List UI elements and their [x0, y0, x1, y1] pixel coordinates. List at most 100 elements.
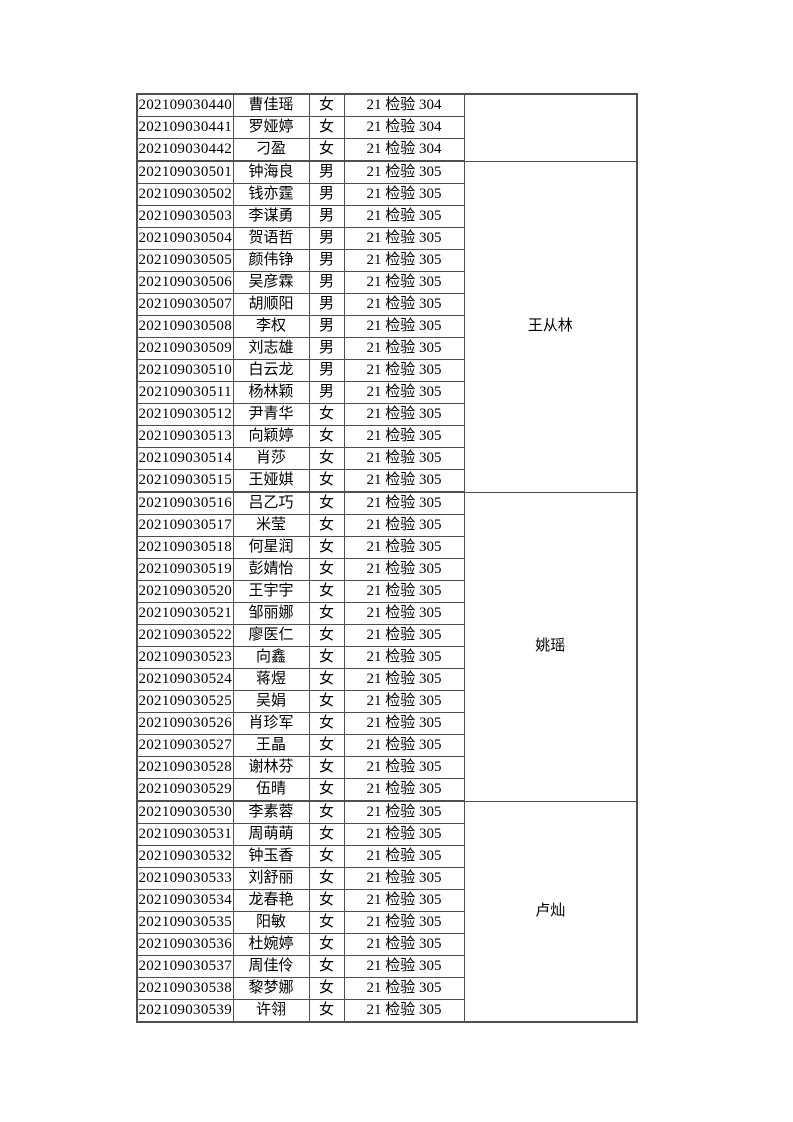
cell-gender: 男	[308, 183, 345, 206]
cell-class: 21 检验 305	[343, 205, 465, 228]
table-row: 202109030536 杜婉婷女 21 检验 305	[136, 933, 637, 956]
cell-class: 21 检验 305	[343, 381, 465, 404]
cell-name: 王娅娸	[232, 469, 310, 493]
cell-class: 21 检验 305	[343, 249, 465, 272]
table-row: 202109030511 杨林颖男 21 检验 305	[136, 381, 637, 404]
student-roster-table: 202109030440 曹佳瑶女 21 检验 304 202109030441 罗娅婷…	[136, 93, 638, 1023]
cell-gender: 男	[308, 205, 345, 228]
cell-gender: 男	[308, 293, 345, 316]
table-row: 202109030507 胡顺阳男 21 检验 305	[136, 293, 637, 316]
cell-id: 202109030537	[136, 955, 234, 978]
cell-gender: 女	[308, 867, 345, 890]
cell-class: 21 检验 304	[343, 138, 465, 162]
cell-gender: 女	[308, 690, 345, 713]
cell-name: 刘志雄	[232, 337, 310, 360]
cell-id: 202109030511	[136, 381, 234, 404]
cell-id: 202109030531	[136, 823, 234, 846]
cell-id: 202109030538	[136, 977, 234, 1000]
cell-gender: 男	[308, 381, 345, 404]
cell-class: 21 检验 305	[343, 602, 465, 625]
cell-id: 202109030516	[136, 491, 234, 515]
cell-id: 202109030505	[136, 249, 234, 272]
cell-id: 202109030534	[136, 889, 234, 912]
table-row: 202109030513 向颖婷女 21 检验 305	[136, 425, 637, 448]
cell-name: 邹丽娜	[232, 602, 310, 625]
cell-name: 钱亦霆	[232, 183, 310, 206]
cell-id: 202109030520	[136, 580, 234, 603]
cell-name: 吴娟	[232, 690, 310, 713]
cell-name: 周佳伶	[232, 955, 310, 978]
cell-name: 黎梦娜	[232, 977, 310, 1000]
cell-gender: 女	[308, 491, 345, 515]
cell-id: 202109030526	[136, 712, 234, 735]
cell-name: 许翎	[232, 999, 310, 1023]
cell-gender: 女	[308, 933, 345, 956]
table-row: 202109030503 李谋勇男 21 检验 305	[136, 205, 637, 228]
table-row: 202109030504 贺语哲男 21 检验 305	[136, 227, 637, 250]
cell-id: 202109030536	[136, 933, 234, 956]
cell-id: 202109030442	[136, 138, 234, 162]
cell-class: 21 检验 305	[343, 646, 465, 669]
cell-gender: 女	[308, 469, 345, 493]
cell-class: 21 检验 305	[343, 690, 465, 713]
cell-name: 李权	[232, 315, 310, 338]
cell-gender: 女	[308, 425, 345, 448]
table-row: 202109030521 邹丽娜女 21 检验 305	[136, 602, 637, 625]
cell-gender: 女	[308, 602, 345, 625]
cell-advisor	[463, 93, 638, 162]
cell-class: 21 检验 305	[343, 359, 465, 382]
cell-name: 谢林芬	[232, 756, 310, 779]
cell-class: 21 检验 305	[343, 624, 465, 647]
cell-gender: 女	[308, 911, 345, 934]
cell-class: 21 检验 304	[343, 93, 465, 117]
cell-advisor: 姚瑶	[463, 491, 638, 802]
cell-name: 杨林颖	[232, 381, 310, 404]
cell-class: 21 检验 305	[343, 491, 465, 515]
cell-name: 龙春艳	[232, 889, 310, 912]
cell-gender: 女	[308, 712, 345, 735]
cell-gender: 女	[308, 403, 345, 426]
table-row: 202109030516 吕乙巧女 21 检验 305 姚瑶	[136, 491, 638, 802]
cell-id: 202109030509	[136, 337, 234, 360]
cell-name: 蒋煜	[232, 668, 310, 691]
cell-gender: 女	[308, 756, 345, 779]
table-row: 202109030529 伍晴女 21 检验 305	[136, 778, 637, 802]
cell-name: 李谋勇	[232, 205, 310, 228]
table-row: 202109030442 刁盈女 21 检验 304	[136, 138, 637, 162]
cell-class: 21 检验 305	[343, 778, 465, 802]
cell-gender: 女	[308, 624, 345, 647]
cell-class: 21 检验 305	[343, 580, 465, 603]
cell-gender: 女	[308, 514, 345, 537]
cell-gender: 女	[308, 889, 345, 912]
cell-gender: 男	[308, 227, 345, 250]
cell-name: 吕乙巧	[232, 491, 310, 515]
cell-id: 202109030503	[136, 205, 234, 228]
cell-class: 21 检验 305	[343, 315, 465, 338]
table-row: 202109030512 尹青华女 21 检验 305	[136, 403, 637, 426]
table-row: 202109030515 王娅娸女 21 检验 305	[136, 469, 637, 493]
cell-gender: 女	[308, 668, 345, 691]
cell-advisor: 卢灿	[463, 800, 638, 1023]
cell-id: 202109030539	[136, 999, 234, 1023]
cell-class: 21 检验 305	[343, 712, 465, 735]
cell-gender: 女	[308, 845, 345, 868]
cell-id: 202109030515	[136, 469, 234, 493]
cell-class: 21 检验 305	[343, 800, 465, 824]
table-row: 202109030530 李素蓉女 21 检验 305 卢灿	[136, 800, 638, 1023]
cell-id: 202109030513	[136, 425, 234, 448]
cell-class: 21 检验 305	[343, 293, 465, 316]
cell-class: 21 检验 305	[343, 558, 465, 581]
cell-id: 202109030440	[136, 93, 234, 117]
table-row: 202109030519 彭婧怡女 21 检验 305	[136, 558, 637, 581]
cell-id: 202109030507	[136, 293, 234, 316]
cell-class: 21 检验 305	[343, 668, 465, 691]
cell-name: 肖珍军	[232, 712, 310, 735]
cell-id: 202109030501	[136, 160, 234, 184]
cell-gender: 男	[308, 160, 345, 184]
cell-gender: 女	[308, 558, 345, 581]
cell-id: 202109030512	[136, 403, 234, 426]
cell-gender: 男	[308, 249, 345, 272]
cell-class: 21 检验 305	[343, 955, 465, 978]
student-table-body: 202109030440 曹佳瑶女 21 检验 304 202109030441 罗娅婷…	[136, 93, 638, 1023]
